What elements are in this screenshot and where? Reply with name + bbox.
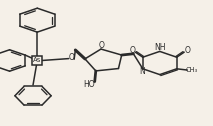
Text: O: O	[99, 41, 105, 50]
FancyBboxPatch shape	[32, 56, 42, 65]
Text: O: O	[68, 53, 74, 62]
Text: O: O	[184, 46, 190, 55]
Text: O: O	[129, 46, 135, 55]
Text: N: N	[139, 67, 145, 76]
Text: As: As	[33, 57, 42, 64]
Text: CH₃: CH₃	[186, 67, 198, 73]
Text: HO: HO	[83, 80, 95, 89]
Text: NH: NH	[154, 43, 166, 52]
